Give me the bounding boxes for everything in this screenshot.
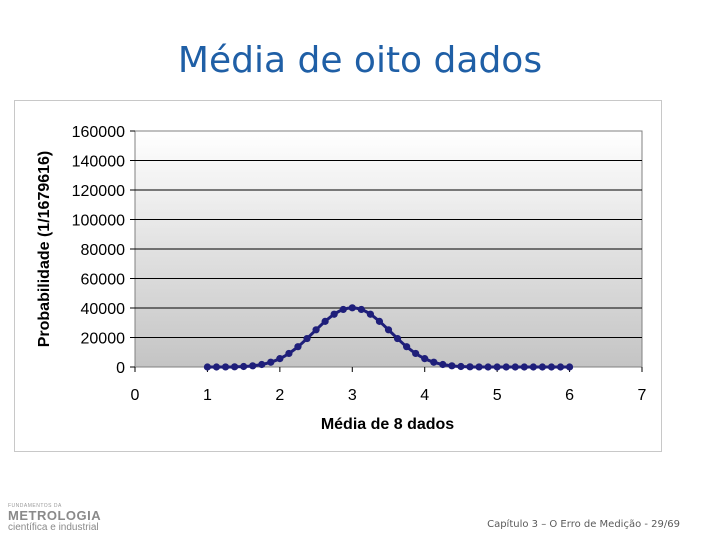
y-axis-label: Probabilidade (1/1679616) bbox=[36, 151, 53, 348]
data-point bbox=[556, 363, 565, 371]
data-point bbox=[366, 310, 374, 318]
y-tick-label: 0 bbox=[116, 360, 125, 377]
data-point bbox=[212, 363, 221, 371]
y-tick-label: 140000 bbox=[72, 154, 125, 171]
data-point bbox=[357, 305, 365, 314]
y-tick-label: 20000 bbox=[81, 331, 126, 348]
y-tick-label: 60000 bbox=[81, 272, 126, 289]
data-point bbox=[529, 363, 537, 371]
y-tick-label: 80000 bbox=[81, 242, 126, 259]
data-point bbox=[276, 355, 284, 363]
data-point bbox=[412, 349, 420, 358]
data-point bbox=[240, 362, 248, 371]
data-point bbox=[475, 363, 483, 371]
data-point bbox=[339, 305, 347, 314]
data-point bbox=[520, 363, 528, 371]
data-point bbox=[493, 363, 501, 371]
data-point bbox=[303, 334, 311, 343]
logo-subtitle: científica e industrial bbox=[8, 522, 99, 533]
data-point bbox=[547, 363, 556, 371]
data-point bbox=[538, 363, 547, 371]
data-point bbox=[285, 349, 293, 358]
logo: FUNDAMENTOS DA METROLOGIA científica e i… bbox=[8, 503, 138, 537]
x-tick-label: 3 bbox=[348, 387, 357, 404]
data-point bbox=[439, 360, 447, 369]
data-point bbox=[502, 363, 510, 371]
data-point bbox=[403, 343, 411, 351]
slide-title: Média de oito dados bbox=[177, 40, 543, 81]
data-point bbox=[466, 363, 474, 371]
data-point bbox=[294, 343, 302, 351]
data-point bbox=[457, 362, 465, 371]
data-point bbox=[430, 358, 438, 366]
data-point bbox=[221, 363, 230, 371]
y-tick-label: 40000 bbox=[81, 301, 126, 318]
data-point bbox=[448, 362, 456, 370]
data-point bbox=[258, 360, 266, 369]
chart-frame: 0 20000 40000 60000 80000 100000 120000 140000 1… bbox=[14, 100, 662, 452]
data-point bbox=[321, 317, 329, 325]
x-tick-label: 7 bbox=[638, 387, 647, 404]
slide-footer: Capítulo 3 – O Erro de Medição - 29/69 bbox=[487, 519, 680, 530]
logo-small-text: FUNDAMENTOS DA bbox=[8, 503, 62, 509]
chart: 0 20000 40000 60000 80000 100000 120000 140000 1… bbox=[36, 124, 647, 433]
y-tick-label: 100000 bbox=[72, 213, 125, 230]
data-point bbox=[375, 317, 384, 325]
data-point bbox=[312, 326, 320, 334]
x-tick-label: 0 bbox=[131, 387, 140, 404]
data-point bbox=[421, 355, 429, 363]
data-point bbox=[384, 326, 393, 334]
x-tick-label: 5 bbox=[493, 387, 502, 404]
data-point bbox=[330, 310, 338, 318]
x-tick-label: 1 bbox=[203, 387, 212, 404]
y-tick-label: 120000 bbox=[72, 183, 125, 200]
logo-brand: METROLOGIA bbox=[8, 508, 102, 523]
x-tick-label: 2 bbox=[275, 387, 284, 404]
data-point bbox=[249, 362, 257, 370]
x-tick-label: 4 bbox=[420, 387, 429, 404]
y-tick-label: 160000 bbox=[72, 124, 125, 141]
x-axis-label: Média de 8 dados bbox=[321, 416, 454, 433]
data-point bbox=[267, 358, 275, 366]
data-point bbox=[565, 363, 574, 371]
data-point bbox=[230, 363, 239, 371]
data-point bbox=[203, 363, 212, 371]
x-tick-label: 6 bbox=[565, 387, 574, 404]
data-point bbox=[348, 304, 356, 312]
data-point bbox=[511, 363, 519, 371]
data-point bbox=[484, 363, 492, 371]
data-point bbox=[393, 334, 402, 343]
